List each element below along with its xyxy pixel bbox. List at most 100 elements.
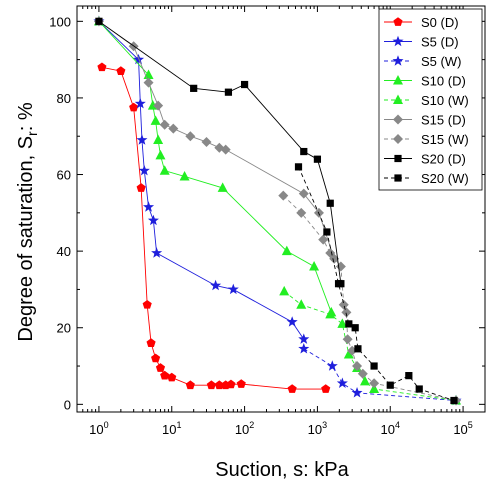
- data-point-s0-d: [97, 62, 107, 72]
- data-point-s15-w: [325, 248, 336, 259]
- data-point-s15-d: [153, 100, 164, 111]
- series-line-s5-d: [98, 20, 305, 340]
- legend-marker-s20-w: [394, 174, 402, 182]
- data-point-s15-d: [220, 144, 231, 155]
- x-tick-label: 101: [162, 420, 181, 437]
- data-point-s20-w: [415, 385, 423, 393]
- x-tick-label: 105: [453, 420, 472, 437]
- data-point-s20-d: [313, 155, 322, 163]
- data-point-s15-w: [296, 207, 307, 218]
- legend-label-s5-w: S5 (W): [421, 54, 461, 69]
- data-point-s10-d: [179, 170, 190, 181]
- series-s0-d: [97, 62, 331, 393]
- data-point-s20-w: [450, 396, 458, 405]
- data-point-s20-w: [351, 324, 359, 332]
- legend-label-s10-w: S10 (W): [421, 93, 469, 108]
- legend: S0 (D) S5 (D) S5 (W) S10 (D) S10 (W) S15 (D) S…: [378, 8, 483, 191]
- data-point-s0-d: [160, 370, 170, 380]
- series-line-s5-w: [303, 348, 457, 401]
- x-tick-label: 103: [308, 420, 327, 437]
- legend-label-s15-d: S15 (D): [421, 113, 466, 128]
- series-s15-d: [93, 16, 340, 264]
- data-point-s0-d: [151, 353, 161, 363]
- data-point-s10-w: [279, 285, 290, 296]
- legend-label-s10-d: S10 (D): [421, 74, 466, 89]
- data-point-s5-w: [336, 377, 348, 388]
- data-point-s20-w: [323, 228, 331, 236]
- y-tick-label: 60: [57, 168, 71, 183]
- data-point-s15-w: [335, 261, 346, 272]
- data-point-s0-d: [226, 379, 236, 389]
- data-point-s0-d: [206, 380, 216, 390]
- legend-label-s0-d: S0 (D): [421, 15, 459, 30]
- data-point-s0-d: [167, 372, 177, 382]
- data-point-s20-w: [334, 280, 343, 288]
- data-point-s20-w: [345, 320, 353, 328]
- series-group: [93, 15, 462, 406]
- data-point-s20-d: [190, 84, 198, 92]
- x-tick-label: 100: [89, 420, 108, 437]
- data-point-s15-d: [168, 123, 179, 134]
- data-point-s5-d: [134, 97, 146, 109]
- data-point-s15-d: [298, 188, 309, 199]
- data-point-s10-d: [159, 165, 170, 175]
- legend-label-s20-w: S20 (W): [421, 171, 469, 186]
- y-tick-label: 0: [64, 397, 71, 412]
- series-s5-w: [298, 343, 462, 406]
- data-point-s20-d: [224, 88, 233, 96]
- data-point-s0-d: [155, 363, 166, 372]
- data-point-s15-w: [278, 190, 289, 201]
- data-point-s5-d: [227, 283, 239, 295]
- data-point-s20-d: [326, 199, 334, 207]
- data-point-s5-w: [326, 360, 338, 371]
- data-point-s15-w: [342, 334, 353, 345]
- legend-marker-s15-d: [393, 114, 403, 125]
- data-point-s10-w: [325, 308, 336, 319]
- data-point-s20-w: [386, 381, 394, 389]
- legend-marker-s5-w: [392, 55, 404, 66]
- data-point-s10-d: [217, 182, 228, 192]
- legend-label-s5-d: S5 (D): [421, 35, 459, 50]
- series-line-s20-w: [298, 166, 455, 401]
- series-s15-w: [278, 190, 462, 406]
- x-tick-label: 104: [381, 420, 400, 437]
- data-point-s0-d: [287, 384, 297, 393]
- data-point-s10-d: [309, 260, 320, 271]
- legend-label-s20-d: S20 (D): [421, 152, 466, 167]
- data-point-s15-w: [318, 234, 329, 245]
- data-point-s10-d: [281, 245, 292, 256]
- data-point-s5-d: [138, 164, 150, 176]
- legend-label-s15-w: S15 (W): [421, 132, 469, 147]
- series-line-s20-d: [98, 20, 342, 284]
- x-tick-label: 102: [235, 420, 254, 437]
- data-point-s5-d: [210, 279, 222, 291]
- data-point-s20-w: [354, 345, 362, 353]
- data-point-s10-d: [155, 149, 166, 160]
- data-point-s5-d: [147, 214, 159, 226]
- data-point-s5-w: [298, 343, 310, 354]
- data-point-s10-d: [150, 115, 161, 125]
- data-point-s20-d: [95, 17, 103, 25]
- data-point-s10-w: [337, 318, 348, 328]
- data-point-s10-w: [296, 299, 307, 309]
- data-point-s15-w: [352, 361, 363, 372]
- legend-marker-s10-w: [393, 94, 403, 104]
- data-point-s10-w: [343, 349, 354, 359]
- y-tick-label: 20: [57, 321, 71, 336]
- data-point-s0-d: [142, 299, 152, 309]
- series-line-s10-d: [98, 21, 332, 313]
- x-axis-label: Suction, s: kPa: [215, 459, 349, 481]
- data-point-s10-w: [359, 375, 370, 386]
- data-point-s20-d: [240, 80, 249, 89]
- data-point-s5-d: [286, 316, 298, 327]
- data-point-s15-w: [369, 378, 380, 389]
- data-point-s15-d: [159, 119, 170, 130]
- data-point-s20-w: [294, 163, 303, 171]
- plot-area-frame: [76, 5, 486, 413]
- y-tick-label: 80: [57, 91, 71, 106]
- data-point-s20-w: [405, 372, 413, 380]
- y-axis-label: Degree of saturation, Sr: %: [15, 102, 40, 341]
- data-point-s5-d: [143, 201, 155, 212]
- legend-marker-s10-d: [393, 75, 403, 85]
